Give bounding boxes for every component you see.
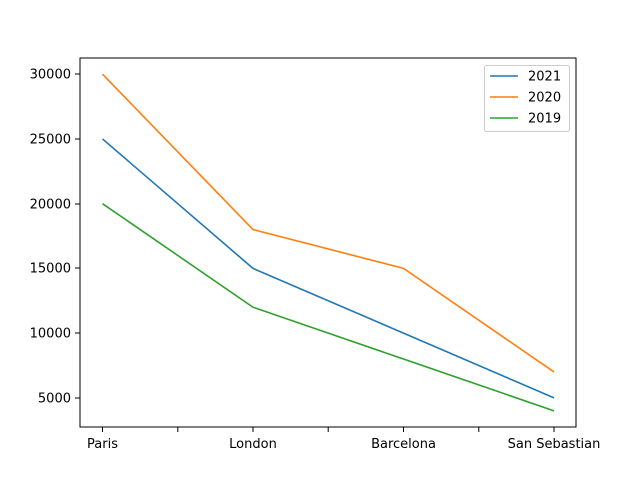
legend-label: 2019 (528, 112, 561, 127)
x-tick-label: Paris (87, 437, 118, 452)
series-line-2019 (102, 203, 555, 412)
x-tick: London (229, 427, 277, 452)
x-tick-label: London (229, 437, 277, 452)
x-tick-label: San Sebastian (508, 437, 601, 452)
series-line-2021 (101, 138, 555, 399)
y-tick-label: 5000 (38, 392, 71, 407)
x-tick: Paris (87, 427, 118, 452)
y-tick: 25000 (30, 133, 80, 148)
y-tick: 20000 (30, 198, 80, 213)
x-tick-label: Barcelona (371, 437, 436, 452)
y-tick: 5000 (38, 392, 80, 407)
legend: 2021 2020 2019 (484, 65, 570, 132)
y-tick-label: 10000 (30, 327, 71, 342)
series-layer (101, 73, 555, 412)
x-axis: Paris London Barcelona San Sebastian (87, 427, 600, 452)
y-tick-label: 30000 (30, 68, 71, 83)
legend-entry: 2020 (490, 91, 561, 106)
x-tick: San Sebastian (508, 427, 601, 452)
y-tick: 15000 (30, 262, 80, 277)
legend-label: 2020 (528, 91, 561, 106)
legend-entry: 2019 (490, 112, 561, 127)
series-line-2020 (101, 73, 555, 373)
legend-label: 2021 (528, 70, 561, 85)
y-axis: 5000 10000 15000 20000 25000 30000 (30, 68, 80, 407)
y-tick-label: 20000 (30, 198, 71, 213)
y-tick-label: 15000 (30, 262, 71, 277)
legend-box (484, 65, 570, 132)
y-tick: 30000 (30, 68, 80, 83)
y-tick-label: 25000 (30, 133, 71, 148)
legend-entry: 2021 (490, 70, 561, 85)
x-tick: Barcelona (371, 427, 436, 452)
y-tick: 10000 (30, 327, 80, 342)
